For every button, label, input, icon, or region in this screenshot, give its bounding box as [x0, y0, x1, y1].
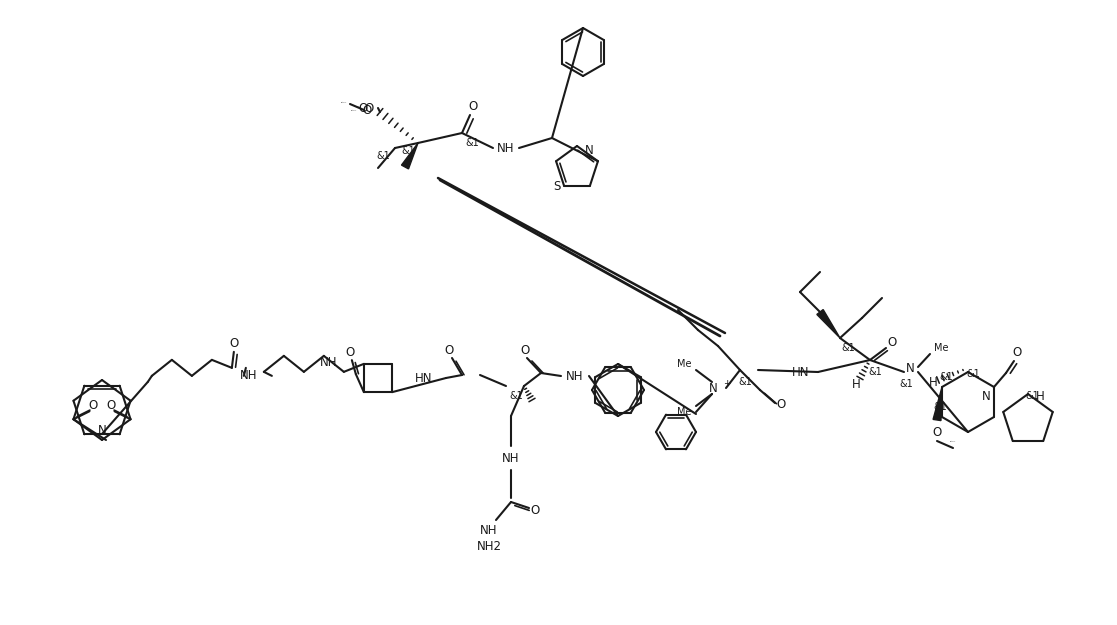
Text: O: O: [887, 336, 897, 349]
Text: O: O: [445, 344, 454, 356]
Text: O: O: [363, 104, 372, 116]
Text: O: O: [359, 101, 367, 114]
Text: O: O: [531, 504, 540, 516]
Text: H: H: [928, 376, 937, 389]
Text: O: O: [89, 399, 98, 412]
Text: Me: Me: [678, 359, 693, 369]
Text: H: H: [851, 378, 860, 391]
Text: O: O: [1012, 346, 1022, 359]
Text: &1: &1: [1025, 391, 1039, 401]
Text: &1: &1: [376, 151, 390, 161]
Text: NH: NH: [503, 451, 519, 464]
Text: S: S: [553, 179, 561, 192]
Text: O: O: [521, 344, 529, 356]
Text: &1: &1: [933, 402, 947, 412]
Text: &1: &1: [738, 377, 752, 387]
Polygon shape: [933, 387, 942, 421]
Text: NH: NH: [240, 369, 258, 382]
Text: H: H: [1035, 389, 1044, 402]
Text: NH2: NH2: [477, 539, 502, 552]
Text: NH: NH: [497, 141, 515, 154]
Text: &1: &1: [899, 379, 913, 389]
Text: O: O: [364, 101, 373, 114]
Text: N: N: [97, 424, 106, 436]
Text: NH: NH: [480, 524, 498, 536]
Text: O: O: [345, 346, 354, 359]
Text: Me: Me: [934, 343, 948, 353]
Text: O: O: [106, 399, 115, 412]
Text: methoxy: methoxy: [949, 441, 956, 442]
Text: methoxy: methoxy: [354, 106, 360, 107]
Text: N: N: [584, 144, 593, 156]
Text: N: N: [709, 381, 718, 394]
Text: &1: &1: [509, 391, 523, 401]
Text: O: O: [776, 399, 785, 411]
Text: N: N: [982, 391, 991, 404]
Text: O: O: [933, 426, 942, 439]
Text: &1: &1: [868, 367, 882, 377]
Text: &1: &1: [401, 146, 414, 156]
Text: HN: HN: [414, 371, 432, 384]
Text: NH: NH: [566, 369, 584, 382]
Text: methoxy: methoxy: [341, 101, 347, 102]
Polygon shape: [817, 309, 840, 338]
Text: +: +: [723, 379, 731, 389]
Polygon shape: [401, 143, 418, 169]
Text: &1: &1: [966, 369, 980, 379]
Text: O: O: [468, 101, 478, 114]
Text: N: N: [906, 362, 915, 376]
Text: O: O: [229, 338, 239, 351]
Text: &1: &1: [841, 343, 855, 353]
Text: methoxy: methoxy: [351, 109, 357, 111]
Text: &1: &1: [939, 372, 953, 382]
Text: HN: HN: [792, 366, 809, 379]
Text: Me: Me: [678, 407, 693, 417]
Text: &1: &1: [465, 138, 479, 148]
Text: NH: NH: [321, 356, 337, 369]
